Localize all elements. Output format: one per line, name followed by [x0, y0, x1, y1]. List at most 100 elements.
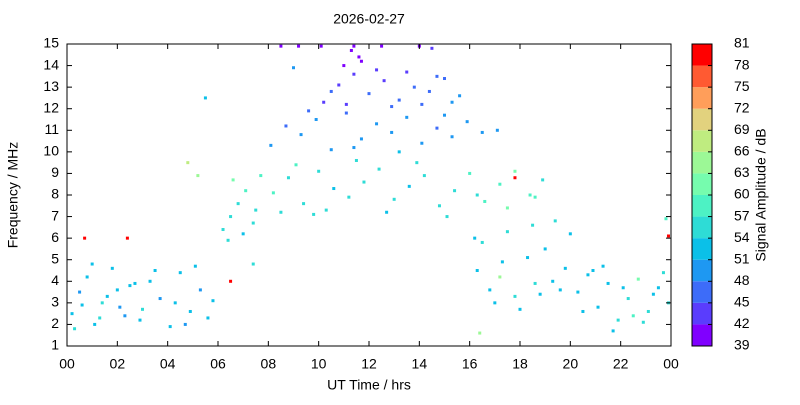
data-point: [344, 102, 348, 106]
data-point: [586, 273, 590, 277]
data-point: [322, 100, 326, 104]
data-point: [495, 128, 499, 132]
data-point: [110, 266, 114, 270]
data-point: [488, 288, 492, 292]
colorbar-tick-label: 39: [734, 337, 750, 353]
y-tick-label: 7: [51, 207, 59, 223]
data-point: [128, 284, 132, 288]
x-tick-label: 08: [261, 356, 277, 372]
x-axis-label: UT Time / hrs: [327, 377, 411, 393]
data-point: [528, 193, 532, 197]
data-point: [241, 232, 245, 236]
data-point: [651, 292, 655, 296]
y-tick-label: 3: [51, 294, 59, 310]
data-point: [513, 294, 517, 298]
colorbar-band: [692, 216, 712, 239]
data-point: [518, 307, 522, 311]
data-point: [435, 74, 439, 78]
data-point: [221, 228, 225, 232]
data-point: [254, 208, 258, 212]
data-point: [173, 301, 177, 305]
data-point: [211, 299, 215, 303]
data-point: [430, 46, 434, 50]
data-point: [259, 174, 263, 178]
data-point: [443, 77, 446, 81]
data-point: [115, 288, 119, 292]
y-tick-label: 12: [43, 99, 59, 115]
colorbar-tick-label: 45: [734, 294, 750, 310]
data-point: [352, 146, 356, 150]
data-point: [543, 247, 547, 251]
x-tick-label: 22: [613, 356, 629, 372]
data-point: [420, 102, 424, 106]
data-point: [307, 109, 311, 113]
data-point: [337, 83, 341, 87]
data-point: [70, 312, 74, 316]
data-point: [412, 85, 416, 89]
data-point: [133, 281, 137, 285]
data-point: [183, 322, 187, 326]
data-point: [505, 230, 509, 234]
data-point: [576, 290, 580, 294]
data-point: [443, 113, 446, 117]
data-point: [317, 169, 321, 173]
colorbar-label: Signal Amplitude / dB: [753, 128, 769, 261]
y-tick-label: 2: [51, 315, 59, 331]
y-tick-label: 8: [51, 186, 59, 202]
data-point: [229, 279, 233, 283]
data-point: [664, 217, 668, 221]
data-point: [148, 279, 152, 283]
data-point: [473, 236, 477, 240]
data-point: [357, 55, 361, 59]
colorbar-band: [692, 65, 712, 88]
data-point: [158, 297, 162, 301]
y-tick-label: 9: [51, 164, 59, 180]
y-tick-label: 5: [51, 250, 59, 266]
colorbar-tick-label: 42: [734, 315, 750, 331]
data-point: [475, 269, 479, 272]
data-point: [314, 118, 318, 121]
data-point: [85, 275, 89, 279]
data-point: [229, 215, 233, 219]
data-point: [269, 143, 273, 147]
colorbar-band: [692, 195, 712, 217]
data-point: [188, 309, 192, 313]
colorbar-tick-label: 54: [734, 229, 750, 245]
data-point: [244, 189, 248, 193]
data-point: [415, 161, 419, 165]
data-point: [98, 316, 102, 320]
data-point: [405, 70, 409, 74]
data-point: [73, 327, 77, 331]
data-point: [319, 44, 323, 48]
data-point: [596, 305, 600, 309]
colorbar-band: [692, 44, 712, 66]
data-point: [661, 271, 665, 275]
data-point: [80, 303, 84, 307]
data-point: [354, 158, 358, 162]
data-point: [568, 232, 572, 236]
data-point: [513, 169, 517, 173]
data-point: [302, 202, 306, 206]
colorbar-tick-label: 51: [734, 250, 750, 266]
data-point: [153, 269, 157, 272]
y-tick-label: 13: [43, 78, 59, 94]
data-point: [422, 174, 426, 178]
data-point: [271, 191, 275, 195]
colorbar-band: [692, 173, 712, 195]
data-point: [284, 124, 288, 128]
data-point: [347, 195, 351, 199]
data-point: [375, 68, 379, 72]
data-point: [498, 275, 502, 279]
data-point: [526, 256, 530, 260]
data-point: [342, 64, 346, 68]
colorbar-tick-label: 72: [734, 99, 750, 115]
data-point: [294, 163, 298, 167]
data-point: [123, 314, 127, 318]
data-point: [616, 318, 620, 322]
data-point: [450, 100, 454, 104]
data-point: [641, 320, 645, 324]
x-tick-label: 02: [110, 356, 126, 372]
data-point: [206, 316, 210, 320]
data-point: [453, 189, 457, 193]
